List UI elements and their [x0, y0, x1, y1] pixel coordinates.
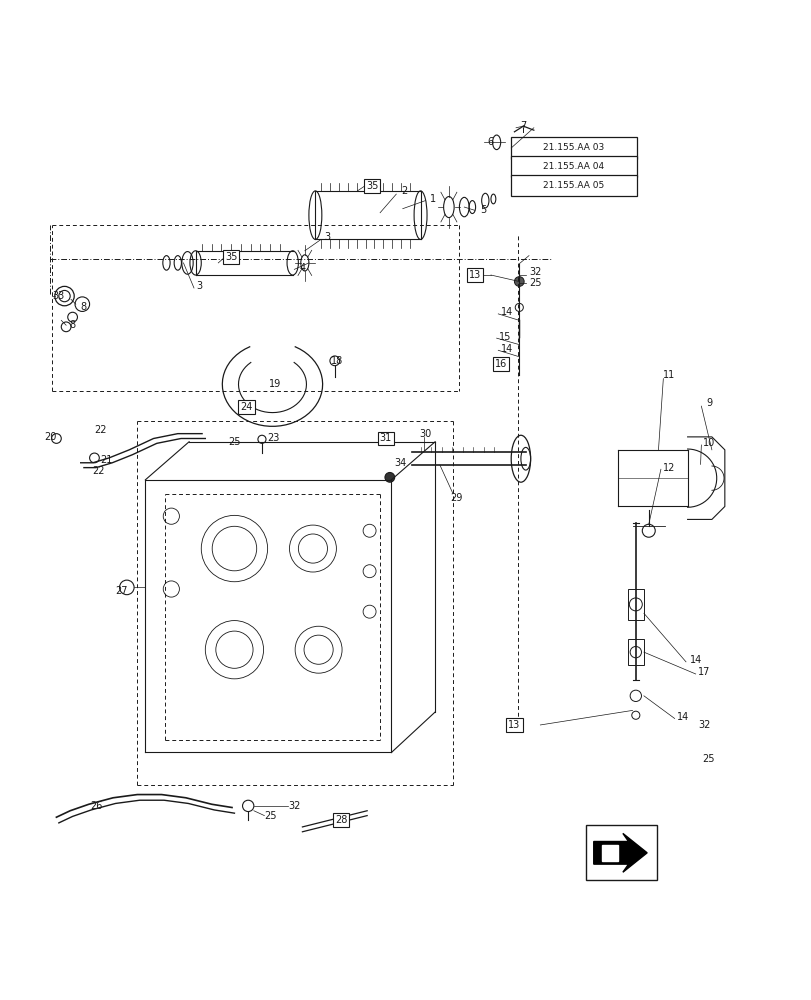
- Bar: [511, 175, 636, 196]
- Text: 17: 17: [697, 667, 710, 677]
- Text: 8: 8: [70, 320, 75, 330]
- Text: 6: 6: [487, 137, 492, 147]
- Text: 32: 32: [288, 801, 300, 811]
- Circle shape: [514, 277, 524, 286]
- Text: 7: 7: [520, 121, 526, 131]
- Text: 27: 27: [115, 586, 127, 596]
- Text: 34: 34: [393, 458, 406, 468]
- Text: 26: 26: [91, 801, 103, 811]
- Text: 2: 2: [401, 186, 407, 196]
- Text: 25: 25: [702, 754, 714, 764]
- Text: 20: 20: [44, 432, 56, 442]
- Text: 28: 28: [335, 815, 347, 825]
- Text: 10: 10: [702, 438, 714, 448]
- Text: 15: 15: [498, 332, 510, 342]
- Text: 12: 12: [662, 463, 675, 473]
- Text: 31: 31: [380, 433, 392, 443]
- Text: 16: 16: [494, 359, 506, 369]
- Text: 21.155.AA 03: 21.155.AA 03: [543, 143, 604, 152]
- Bar: [511, 156, 636, 177]
- Text: 21.155.AA 04: 21.155.AA 04: [543, 162, 603, 171]
- Text: 1: 1: [429, 194, 436, 204]
- Bar: [627, 639, 643, 665]
- Text: 11: 11: [662, 370, 674, 380]
- Bar: [585, 825, 656, 880]
- Text: 22: 22: [92, 466, 105, 476]
- Text: 5: 5: [479, 205, 486, 215]
- Text: 14: 14: [500, 344, 513, 354]
- Text: 29: 29: [449, 493, 461, 503]
- Text: 25: 25: [529, 278, 541, 288]
- Text: 33: 33: [52, 291, 64, 301]
- Text: 21.155.AA 05: 21.155.AA 05: [543, 181, 604, 190]
- Text: 14: 14: [500, 307, 513, 317]
- Text: 19: 19: [268, 379, 281, 389]
- Text: 32: 32: [529, 267, 541, 277]
- Text: 18: 18: [331, 356, 343, 366]
- Polygon shape: [593, 833, 646, 872]
- Polygon shape: [601, 845, 617, 861]
- Text: 8: 8: [81, 302, 87, 312]
- Text: 4: 4: [299, 263, 305, 273]
- Text: 14: 14: [689, 655, 701, 665]
- Text: 14: 14: [676, 712, 688, 722]
- Text: 25: 25: [228, 437, 240, 447]
- Text: 30: 30: [418, 429, 431, 439]
- Text: 21: 21: [101, 455, 113, 465]
- Bar: [627, 589, 643, 620]
- Text: 35: 35: [366, 181, 378, 191]
- Text: 13: 13: [468, 270, 480, 280]
- Text: 3: 3: [196, 281, 203, 291]
- Text: 23: 23: [267, 433, 279, 443]
- Text: 9: 9: [706, 398, 711, 408]
- Text: 22: 22: [94, 425, 106, 435]
- Circle shape: [384, 472, 394, 482]
- Bar: [511, 137, 636, 159]
- Text: 24: 24: [240, 402, 252, 412]
- Text: 13: 13: [508, 720, 520, 730]
- Text: 35: 35: [225, 252, 237, 262]
- Text: 3: 3: [324, 232, 330, 242]
- Text: 25: 25: [264, 811, 276, 821]
- Text: 32: 32: [697, 720, 710, 730]
